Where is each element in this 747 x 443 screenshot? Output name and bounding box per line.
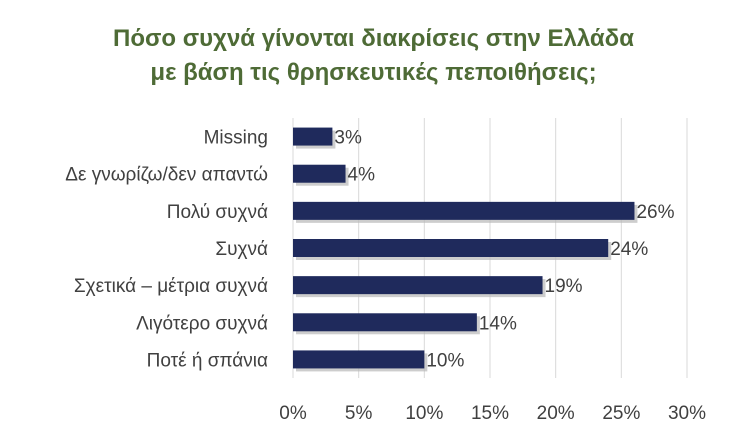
data-label: 3% bbox=[334, 128, 362, 149]
bar bbox=[293, 276, 543, 295]
data-label: 4% bbox=[348, 165, 376, 186]
x-tick-label: 25% bbox=[602, 403, 640, 424]
data-label: 24% bbox=[610, 239, 648, 260]
category-label: Σχετικά – μέτρια συχνά bbox=[74, 276, 268, 297]
x-tick-label: 20% bbox=[537, 403, 575, 424]
bar bbox=[293, 164, 346, 183]
x-tick-label: 10% bbox=[405, 403, 443, 424]
category-label: Συχνά bbox=[215, 239, 268, 260]
x-tick-label: 30% bbox=[668, 403, 706, 424]
data-label: 26% bbox=[636, 202, 674, 223]
bars bbox=[293, 127, 638, 372]
x-tick-label: 15% bbox=[471, 403, 509, 424]
data-label: 14% bbox=[479, 313, 517, 334]
category-label: Πολύ συχνά bbox=[167, 202, 268, 223]
category-label: Λιγότερο συχνά bbox=[136, 313, 268, 334]
bar bbox=[293, 201, 635, 220]
data-label: 10% bbox=[426, 350, 464, 371]
category-labels: Missing Δε γνωρίζω/δεν απαντώ Πολύ συχνά Συ… bbox=[65, 128, 268, 372]
category-label: Ποτέ ή σπάνια bbox=[147, 350, 268, 371]
category-label: Missing bbox=[204, 128, 268, 149]
data-labels: 3% 4% 26% 24% 19% 14% 10% bbox=[334, 128, 674, 372]
x-tick-label: 5% bbox=[345, 403, 373, 424]
data-label: 19% bbox=[545, 276, 583, 297]
chart-title: Πόσο συχνά γίνονται διακρίσεις στην Ελλά… bbox=[0, 22, 747, 90]
chart-title-line-1: Πόσο συχνά γίνονται διακρίσεις στην Ελλά… bbox=[113, 25, 634, 52]
x-tick-label: 0% bbox=[279, 403, 307, 424]
bar bbox=[293, 127, 333, 146]
category-label: Δε γνωρίζω/δεν απαντώ bbox=[65, 165, 268, 186]
bar bbox=[293, 239, 609, 257]
bar bbox=[293, 350, 425, 369]
chart-title-line-2: με βάση τις θρησκευτικές πεποιθήσεις; bbox=[150, 59, 597, 86]
x-axis-tick-labels: 0% 5% 10% 15% 20% 25% 30% bbox=[279, 403, 706, 424]
bar bbox=[293, 313, 477, 332]
